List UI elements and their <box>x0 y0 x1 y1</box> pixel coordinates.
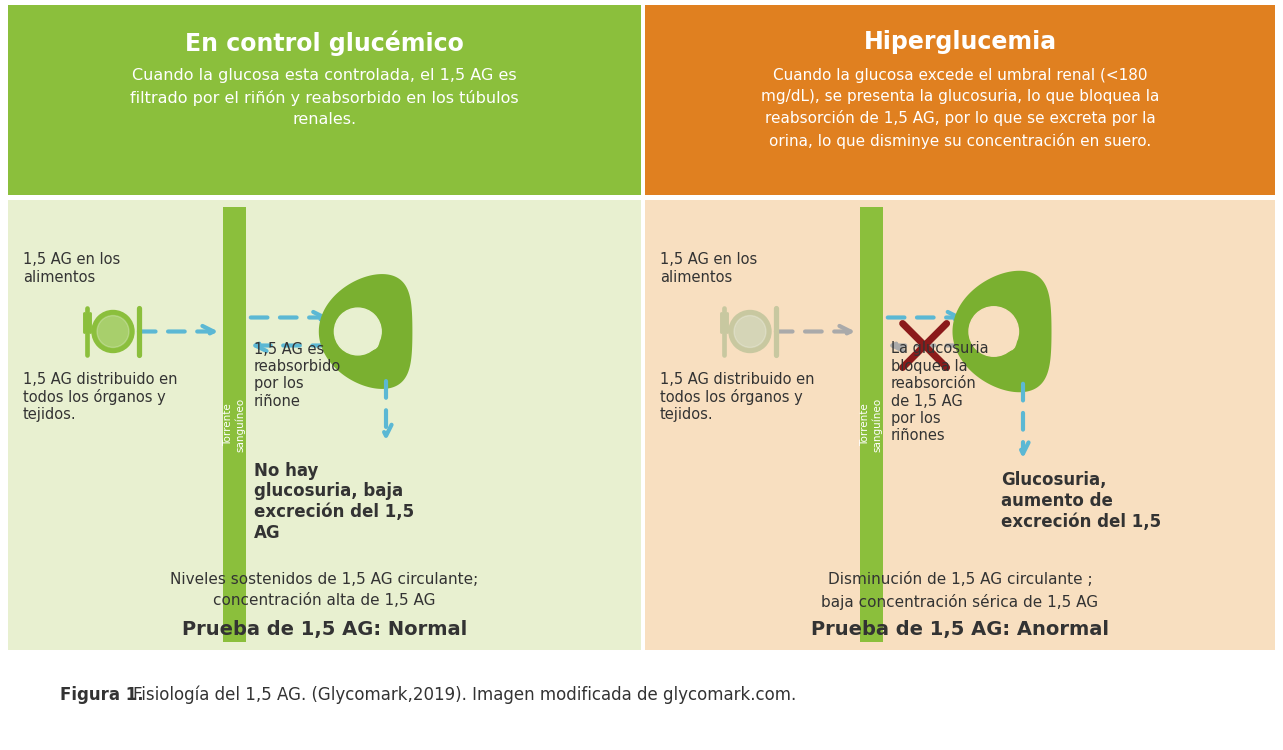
Text: En control glucémico: En control glucémico <box>185 30 464 56</box>
Circle shape <box>363 334 378 350</box>
Bar <box>8 200 642 650</box>
Circle shape <box>335 308 381 355</box>
Text: 1,5 AG distribuido en
todos los órganos y
tejidos.: 1,5 AG distribuido en todos los órganos … <box>23 371 177 422</box>
Circle shape <box>734 316 766 347</box>
Text: Disminución de 1,5 AG circulante ;
baja concentración sérica de 1,5 AG: Disminución de 1,5 AG circulante ; baja … <box>821 572 1098 610</box>
Text: La glucosuria
bloquea la
reabsorción
de 1,5 AG
por los
riñones: La glucosuria bloquea la reabsorción de … <box>890 341 989 443</box>
Text: 1,5 AG en los
alimentos: 1,5 AG en los alimentos <box>659 252 757 284</box>
Text: Cuando la glucosa excede el umbral renal (<180
mg/dL), se presenta la glucosuria: Cuando la glucosa excede el umbral renal… <box>761 68 1159 149</box>
Text: Glucosuria,
aumento de
excreción del 1,5: Glucosuria, aumento de excreción del 1,5 <box>1001 472 1161 531</box>
Circle shape <box>92 310 133 352</box>
Text: Niveles sostenidos de 1,5 AG circulante;
concentración alta de 1,5 AG: Niveles sostenidos de 1,5 AG circulante;… <box>171 572 479 608</box>
Text: 1,5 AG en los
alimentos: 1,5 AG en los alimentos <box>23 252 121 284</box>
Text: Prueba de 1,5 AG: Normal: Prueba de 1,5 AG: Normal <box>182 620 467 639</box>
Text: Fisiología del 1,5 AG. (Glycomark,2019). Imagen modificada de glycomark.com.: Fisiología del 1,5 AG. (Glycomark,2019).… <box>133 686 797 704</box>
Text: Prueba de 1,5 AG: Anormal: Prueba de 1,5 AG: Anormal <box>811 620 1109 639</box>
Circle shape <box>999 334 1016 351</box>
Bar <box>645 5 1275 195</box>
Text: No hay
glucosuria, baja
excreción del 1,5
AG: No hay glucosuria, baja excreción del 1,… <box>254 461 414 542</box>
Text: Torrente
sanguíneo: Torrente sanguíneo <box>861 398 883 451</box>
Bar <box>8 5 642 195</box>
Circle shape <box>969 307 1019 356</box>
Bar <box>860 207 883 642</box>
Text: Hiperglucemia: Hiperglucemia <box>863 30 1057 54</box>
Bar <box>223 207 246 642</box>
Circle shape <box>729 310 771 352</box>
Text: 1,5 AG distribuido en
todos los órganos y
tejidos.: 1,5 AG distribuido en todos los órganos … <box>659 371 815 422</box>
Text: 1,5 AG es
reabsorbido
por los
riñone: 1,5 AG es reabsorbido por los riñone <box>254 341 341 409</box>
Polygon shape <box>318 274 412 389</box>
Text: Figura 1.: Figura 1. <box>60 686 144 704</box>
Bar <box>645 200 1275 650</box>
Polygon shape <box>952 271 1052 392</box>
Text: Torrente
sanguíneo: Torrente sanguíneo <box>223 398 245 451</box>
Text: Cuando la glucosa esta controlada, el 1,5 AG es
filtrado por el riñón y reabsorb: Cuando la glucosa esta controlada, el 1,… <box>130 68 518 127</box>
Circle shape <box>98 316 130 347</box>
